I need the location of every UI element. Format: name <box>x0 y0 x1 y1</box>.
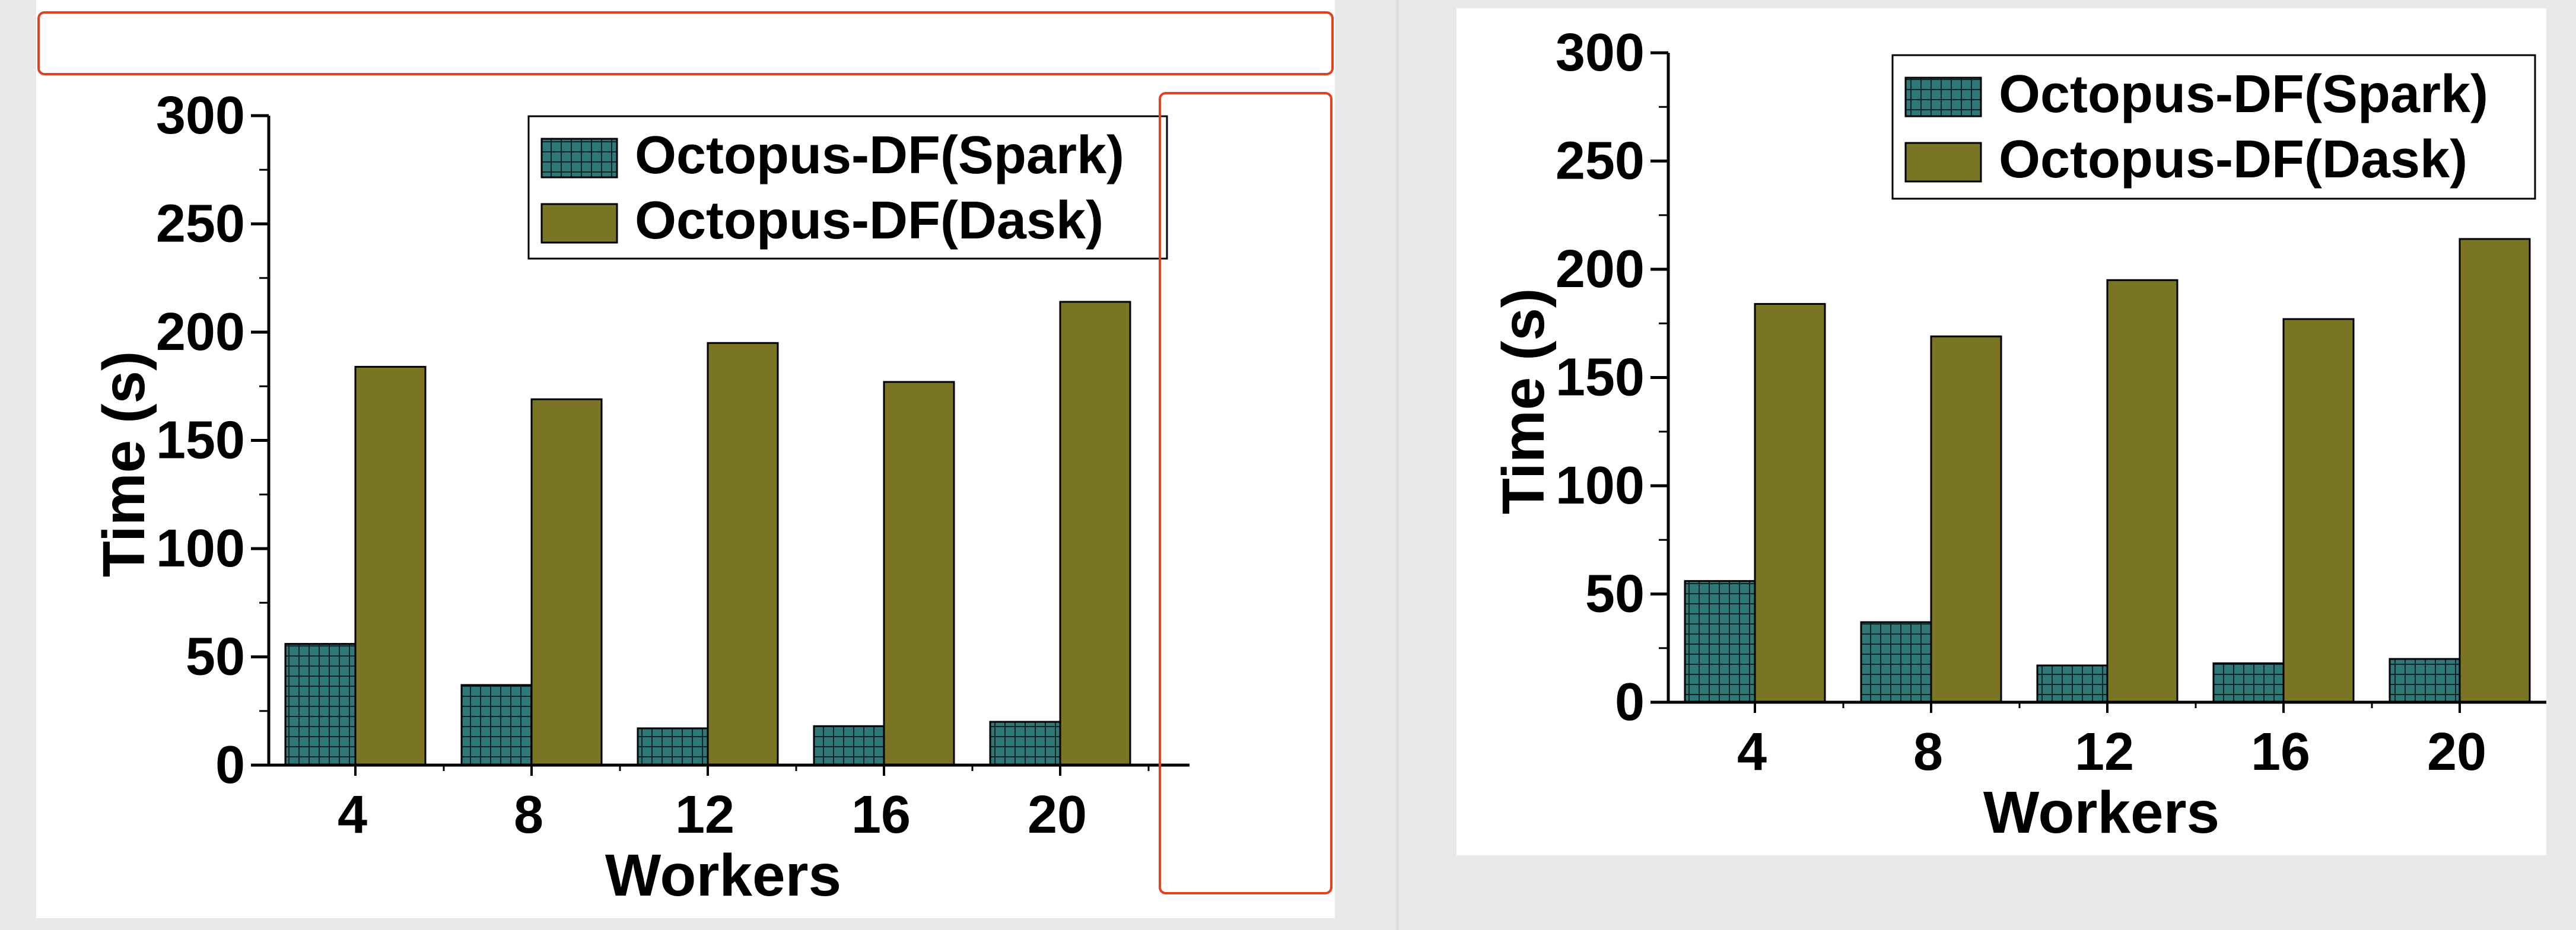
right-x-axis-label: Workers <box>1983 779 2219 846</box>
left-bar-dask-8 <box>530 398 603 766</box>
right-bar-dask-16 <box>2282 318 2355 703</box>
left-bar-dask-4 <box>354 365 427 766</box>
left-y-tick-label-50: 50 <box>186 628 245 687</box>
left-y-tick-label-150: 150 <box>156 411 245 470</box>
right-y-tick-label-100: 100 <box>1556 456 1645 515</box>
left-bar-spark-16 <box>813 725 885 766</box>
right-bar-dask-12 <box>2106 279 2179 703</box>
right-chart-pane: 4 8 12 16 20 0 50 100 150 200 250 300 Workers Time (s… <box>1456 8 2546 855</box>
left-bar-spark-20 <box>989 721 1061 766</box>
left-legend-box <box>527 115 1168 260</box>
left-y-tick-label-250: 250 <box>156 195 245 254</box>
left-x-tick-label-4: 4 <box>338 785 367 845</box>
right-x-tick-label-8: 8 <box>1913 722 1943 782</box>
left-legend-swatch-dask <box>540 203 618 244</box>
left-x-axis-label: Workers <box>605 842 841 909</box>
right-bar-dask-4 <box>1754 302 1826 703</box>
selection-box-right[interactable] <box>1159 92 1332 894</box>
left-x-tick-label-12: 12 <box>675 785 734 845</box>
left-y-tick-label-200: 200 <box>156 302 245 362</box>
right-bar-spark-8 <box>1860 621 1932 703</box>
right-legend-label-spark: Octopus-DF(Spark) <box>1999 65 2488 124</box>
left-bars-group <box>284 301 1131 766</box>
left-legend: Octopus-DF(Spark) Octopus-DF(Dask) <box>527 115 1168 260</box>
left-x-tick-label-16: 16 <box>851 785 911 845</box>
panel-divider <box>1396 0 1399 930</box>
right-legend: Octopus-DF(Spark) Octopus-DF(Dask) <box>1891 54 2536 200</box>
right-y-tick-label-0: 0 <box>1615 673 1645 732</box>
right-legend-box <box>1891 54 2536 200</box>
right-y-tick-label-150: 150 <box>1556 348 1645 407</box>
left-x-tick-label-8: 8 <box>514 785 543 845</box>
left-bar-dask-16 <box>883 381 955 766</box>
right-bar-spark-20 <box>2389 658 2461 703</box>
right-x-tick-label-20: 20 <box>2427 722 2486 782</box>
right-bar-spark-12 <box>2036 664 2108 703</box>
right-y-tick-label-50: 50 <box>1585 565 1645 624</box>
right-y-axis-label: Time (s) <box>1490 288 1557 515</box>
right-y-tick-label-250: 250 <box>1556 132 1645 191</box>
left-bar-spark-12 <box>637 727 709 766</box>
right-bar-spark-4 <box>1684 580 1756 703</box>
left-y-axis-label: Time (s) <box>91 351 157 578</box>
right-bar-dask-20 <box>2459 238 2531 703</box>
right-bar-spark-16 <box>2212 662 2285 703</box>
left-y-tick-label-100: 100 <box>156 519 245 578</box>
right-y-tick-label-300: 300 <box>1556 23 1645 82</box>
right-x-tick-label-12: 12 <box>2075 722 2134 782</box>
right-y-tick-label-200: 200 <box>1556 240 1645 299</box>
right-bar-dask-8 <box>1930 335 2002 703</box>
left-legend-label-dask: Octopus-DF(Dask) <box>635 191 1103 250</box>
left-legend-label-spark: Octopus-DF(Spark) <box>635 126 1124 185</box>
right-legend-swatch-spark <box>1904 77 1982 117</box>
right-x-tick-label-4: 4 <box>1737 722 1767 782</box>
right-legend-label-dask: Octopus-DF(Dask) <box>1999 130 2467 189</box>
left-bar-spark-4 <box>284 643 357 766</box>
selection-box-top[interactable] <box>37 11 1334 75</box>
right-legend-swatch-dask <box>1904 142 1982 183</box>
left-x-tick-label-20: 20 <box>1028 785 1087 845</box>
left-y-tick-label-0: 0 <box>215 735 245 795</box>
right-bars-group <box>1684 238 2531 703</box>
left-bar-dask-12 <box>707 342 779 766</box>
left-bar-dask-20 <box>1059 301 1131 766</box>
left-bar-spark-8 <box>460 684 533 766</box>
left-y-tick-label-300: 300 <box>156 86 245 145</box>
left-legend-swatch-spark <box>540 138 618 179</box>
left-chart-pane: 4 8 12 16 20 0 50 100 150 200 250 300 Workers Time (s… <box>36 0 1335 918</box>
right-x-tick-label-16: 16 <box>2251 722 2310 782</box>
